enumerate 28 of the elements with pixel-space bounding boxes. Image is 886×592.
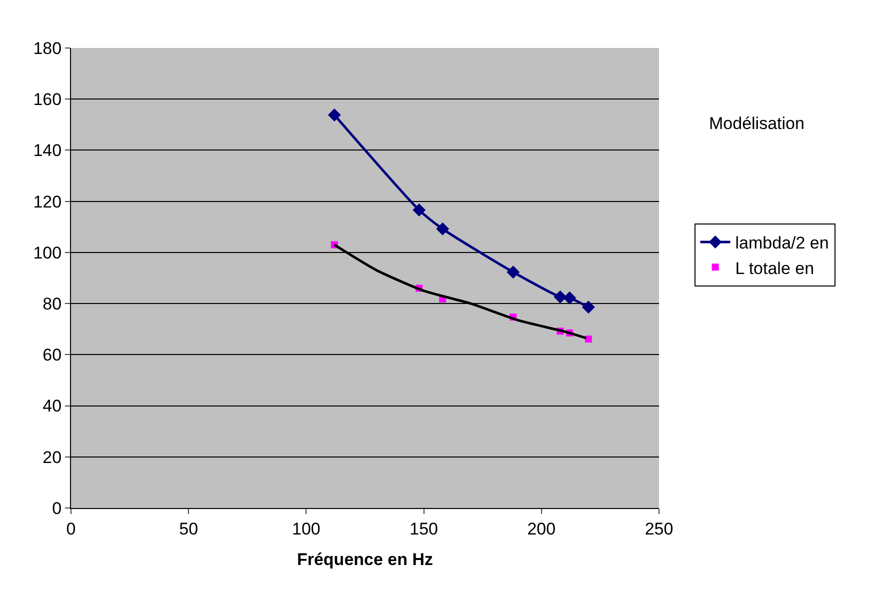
point xyxy=(412,204,426,217)
y-tick-label: 20 xyxy=(42,448,62,467)
y-tick-label: 80 xyxy=(42,294,62,314)
y-tick-label: 160 xyxy=(33,90,62,110)
y-tick-label: 180 xyxy=(33,38,62,58)
point xyxy=(506,266,520,279)
y-tick-label: 0 xyxy=(52,498,62,518)
x-tick-label: 50 xyxy=(179,519,198,538)
y-tick-label: 60 xyxy=(42,346,62,365)
point xyxy=(554,290,567,304)
x-axis-title: Fréquence en Hz xyxy=(296,550,434,569)
y-tick-label: 100 xyxy=(33,243,62,262)
x-tick-label: 0 xyxy=(66,519,76,538)
point xyxy=(582,300,595,314)
text: Modélisation xyxy=(709,114,804,133)
legend-label: L totale en xyxy=(735,258,814,278)
point xyxy=(436,222,450,236)
legend-label: lambda/2 en xyxy=(735,234,829,253)
y-tick-label: 140 xyxy=(33,141,62,160)
point xyxy=(584,336,592,343)
y-tick-label: 120 xyxy=(33,192,62,212)
x-tick-label: 250 xyxy=(644,519,674,538)
x-tick-label: 200 xyxy=(527,519,556,538)
x-tick-label: 150 xyxy=(410,519,438,538)
y-tick-label: 40 xyxy=(42,396,62,416)
x-tick-label: 100 xyxy=(292,519,320,538)
point xyxy=(563,291,576,304)
point xyxy=(328,108,341,122)
